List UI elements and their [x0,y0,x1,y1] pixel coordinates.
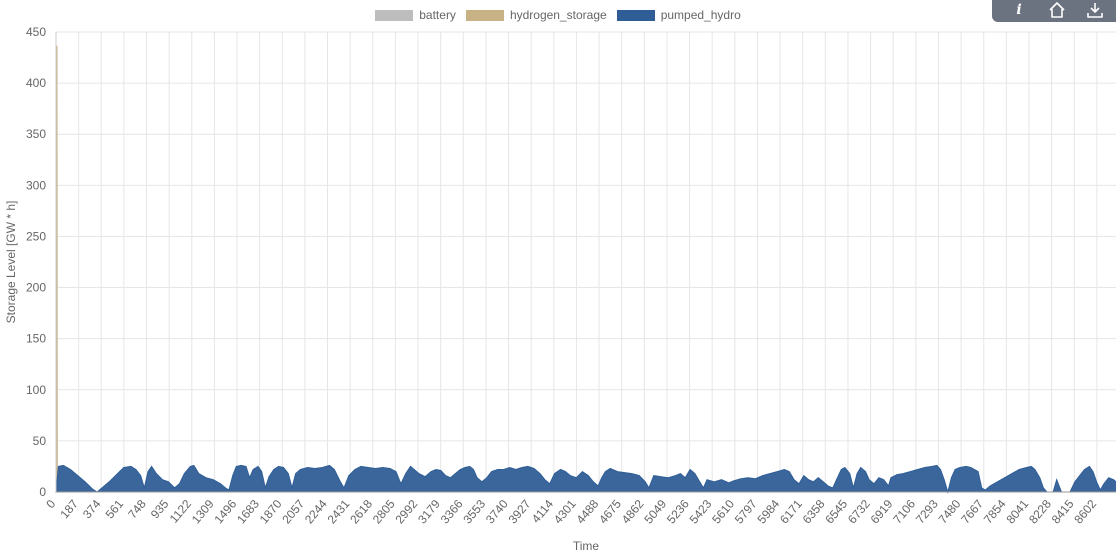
legend-label-battery: battery [419,8,456,22]
x-axis-title: Time [573,539,600,553]
x-tick-label-6732: 6732 [845,497,873,527]
x-tick-label-8228: 8228 [1026,497,1054,527]
x-tick-label-187: 187 [57,497,81,522]
x-tick-label-8415: 8415 [1049,497,1077,527]
x-tick-label-5797: 5797 [732,497,760,527]
series-area-pumped-hydro [55,464,1116,494]
chart-legend: battery hydrogen_storage pumped_hydro [0,5,1116,25]
legend-label-pumped-hydro: pumped_hydro [660,8,741,22]
x-tick-label-7480: 7480 [936,497,964,527]
x-tick-label-3366: 3366 [438,497,466,527]
legend-label-hydrogen-storage: hydrogen_storage [509,8,607,22]
x-tick-label-374: 374 [80,497,104,522]
x-tick-label-561: 561 [103,497,127,522]
legend-swatch-pumped-hydro [616,9,655,21]
home-icon [1049,2,1065,18]
x-tick-label-2057: 2057 [279,497,307,527]
info-button[interactable]: i [1007,0,1031,19]
legend-swatch-hydrogen-storage [465,9,504,21]
x-tick-label-2431: 2431 [325,497,353,527]
x-tick-label-8041: 8041 [1003,497,1031,527]
y-tick-label-300: 300 [26,178,46,192]
y-axis-ticks: 0 50 100 150 200 250 300 350 400 450 [26,25,46,499]
series-area-hydrogen-storage [55,45,1116,493]
chart-axes [55,32,1116,493]
x-tick-label-6358: 6358 [800,497,828,527]
x-tick-label-5610: 5610 [709,497,737,527]
y-tick-label-450: 450 [26,25,46,39]
x-tick-label-2244: 2244 [302,497,330,527]
x-tick-label-3740: 3740 [483,497,511,527]
x-tick-label-6919: 6919 [868,497,896,527]
download-button[interactable] [1083,0,1107,19]
x-tick-label-0: 0 [43,497,58,511]
x-tick-label-2992: 2992 [392,497,420,527]
y-tick-label-400: 400 [26,76,46,90]
legend-item-hydrogen-storage[interactable]: hydrogen_storage [465,8,607,22]
x-tick-label-7106: 7106 [890,497,918,527]
x-tick-label-2618: 2618 [347,497,375,527]
x-tick-label-3553: 3553 [460,497,488,527]
y-axis-title: Storage Level [GW * h] [4,201,18,324]
x-axis-ticks: 0 187 374 561 748 935112213091496168318702057… [43,497,1099,527]
x-tick-label-1309: 1309 [189,497,217,527]
x-tick-label-7854: 7854 [981,497,1009,527]
x-tick-label-6545: 6545 [822,497,850,527]
y-tick-label-50: 50 [33,434,47,448]
legend-item-pumped-hydro[interactable]: pumped_hydro [616,8,741,22]
y-tick-label-0: 0 [39,485,46,499]
x-tick-label-4488: 4488 [573,497,601,527]
x-tick-label-1870: 1870 [257,497,285,527]
x-tick-label-5984: 5984 [755,497,783,527]
x-tick-label-7293: 7293 [913,497,941,527]
x-tick-label-6171: 6171 [777,497,805,527]
home-button[interactable] [1045,0,1069,19]
x-tick-label-1496: 1496 [211,497,239,527]
legend-item-battery[interactable]: battery [375,8,456,22]
x-tick-label-1683: 1683 [234,497,262,527]
x-tick-label-5049: 5049 [641,497,669,527]
y-tick-label-100: 100 [26,383,46,397]
x-tick-label-3927: 3927 [506,497,534,527]
x-tick-label-7667: 7667 [958,497,986,527]
x-tick-label-1122: 1122 [167,497,195,526]
x-tick-label-5236: 5236 [664,497,692,527]
y-tick-label-250: 250 [26,229,46,243]
x-tick-label-2805: 2805 [370,497,398,527]
y-tick-label-350: 350 [26,127,46,141]
x-tick-label-3179: 3179 [415,497,443,527]
chart-grid [55,31,1116,493]
x-tick-label-4862: 4862 [619,497,647,527]
x-tick-label-748: 748 [125,497,149,522]
x-tick-label-4675: 4675 [596,497,624,527]
series-layer [55,45,1116,494]
legend-swatch-battery [375,9,414,21]
y-tick-label-200: 200 [26,281,46,295]
x-tick-label-4301: 4301 [551,497,579,527]
info-icon: i [1016,2,1022,18]
x-tick-label-4114: 4114 [529,497,557,526]
chart-toolbar: i [992,0,1116,22]
y-tick-label-150: 150 [26,332,46,346]
download-icon [1087,3,1103,18]
x-tick-label-5423: 5423 [687,497,715,527]
x-tick-label-8602: 8602 [1071,497,1099,527]
